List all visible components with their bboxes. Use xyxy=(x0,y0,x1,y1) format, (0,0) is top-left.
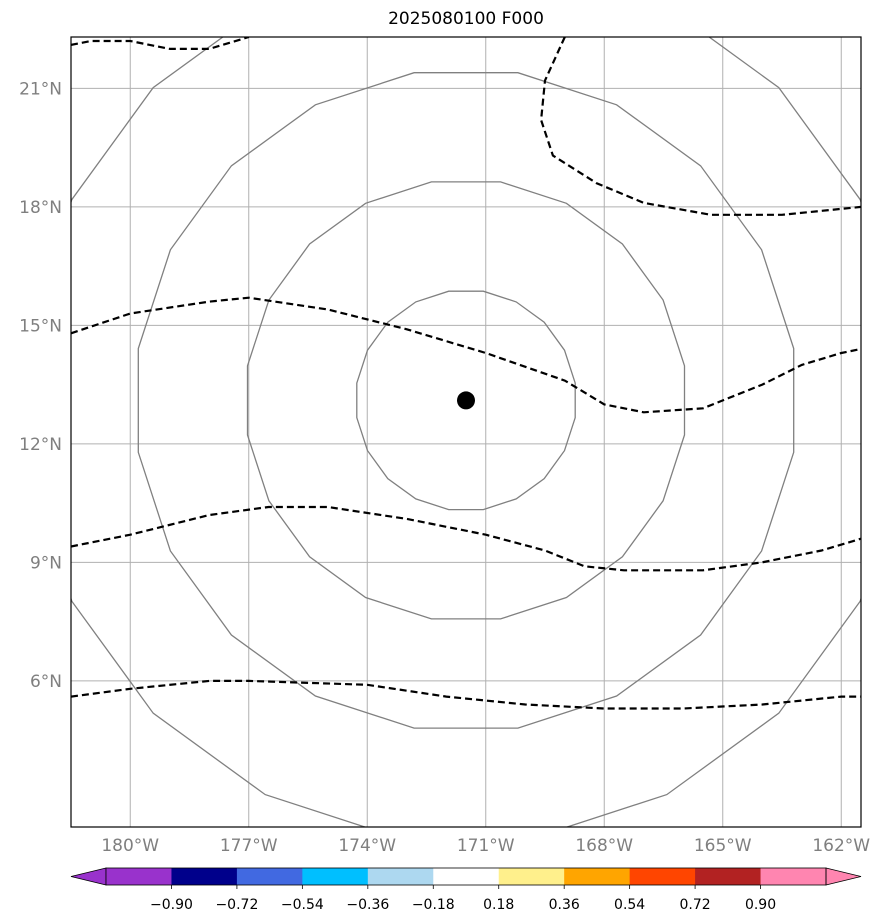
colorbar-segment xyxy=(564,868,631,885)
lat-tick-label: 12°N xyxy=(19,435,62,455)
colorbar-tick-label: 0.36 xyxy=(549,897,580,913)
colorbar-tick-label: 0.90 xyxy=(745,897,776,913)
colorbar-tick-label: 0.72 xyxy=(680,897,711,913)
longitude-tick-labels: 180°W 177°W 174°W 171°W 168°W 165°W 162°W xyxy=(101,836,870,856)
storm-center-dot xyxy=(457,391,475,410)
colorbar-extend-high xyxy=(825,867,862,886)
colorbar-tick-label: −0.54 xyxy=(281,897,324,913)
lat-tick-label: 21°N xyxy=(19,79,62,99)
colorbar-segment xyxy=(629,868,696,885)
range-rings xyxy=(71,37,861,827)
dashed-contour-line xyxy=(71,37,250,50)
colorbar-segment xyxy=(171,868,238,885)
colorbar-segment xyxy=(760,868,827,885)
latitude-tick-labels: 6°N 9°N 12°N 15°N 18°N 21°N xyxy=(19,79,62,692)
map-frame xyxy=(70,36,862,828)
lon-tick-label: 165°W xyxy=(694,836,752,856)
colorbar-tick-label: −0.72 xyxy=(215,897,258,913)
colorbar: −0.90 −0.72 −0.54 −0.36 −0.18 0.18 0.36 0.54 0.7… xyxy=(70,867,862,913)
lon-tick-label: 162°W xyxy=(812,836,870,856)
lat-tick-label: 9°N xyxy=(30,553,62,573)
lon-tick-label: 180°W xyxy=(101,836,159,856)
colorbar-segment xyxy=(236,868,303,885)
colorbar-segment xyxy=(695,868,762,885)
storm-center-marker xyxy=(457,391,475,410)
dashed-contours xyxy=(71,37,861,710)
range-ring xyxy=(356,290,576,511)
colorbar-tick-label: −0.18 xyxy=(412,897,455,913)
colorbar-segment xyxy=(433,868,500,885)
range-ring xyxy=(71,37,861,827)
colorbar-segment xyxy=(367,868,434,885)
colorbar-tick-label: −0.36 xyxy=(346,897,389,913)
colorbar-segment xyxy=(106,868,172,885)
chart-title: 2025080100 F000 xyxy=(388,9,544,29)
colorbar-tick-label: 0.18 xyxy=(483,897,514,913)
lon-tick-label: 174°W xyxy=(338,836,396,856)
lat-tick-label: 18°N xyxy=(19,198,62,218)
colorbar-segment xyxy=(302,868,369,885)
gridlines xyxy=(71,37,861,827)
dashed-contour-line xyxy=(71,296,861,414)
lon-tick-label: 171°W xyxy=(457,836,515,856)
colorbar-tick-label: −0.90 xyxy=(150,897,193,913)
colorbar-frame xyxy=(105,867,827,886)
range-ring xyxy=(246,181,686,620)
colorbar-tick-label: 0.54 xyxy=(614,897,645,913)
lat-tick-label: 6°N xyxy=(30,672,62,692)
lat-tick-label: 15°N xyxy=(19,316,62,336)
lon-tick-label: 168°W xyxy=(575,836,633,856)
dashed-contour-line xyxy=(539,37,861,216)
colorbar-segment xyxy=(498,868,565,885)
range-ring xyxy=(137,72,795,729)
colorbar-extend-low xyxy=(70,867,107,886)
dashed-contour-line xyxy=(71,679,861,710)
dashed-contour-line xyxy=(71,505,861,572)
lon-tick-label: 177°W xyxy=(220,836,278,856)
